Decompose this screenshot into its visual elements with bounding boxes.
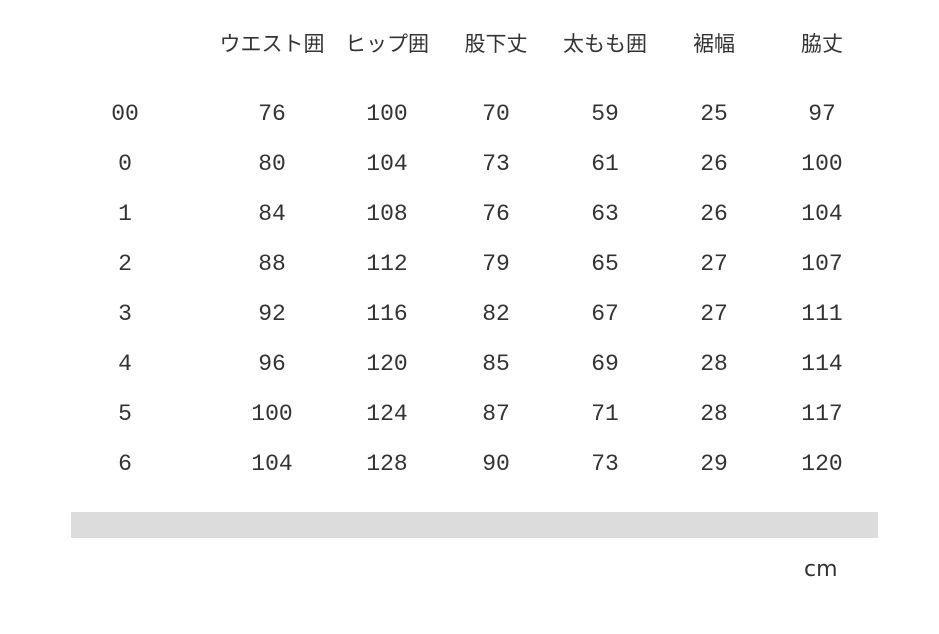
table-cell: 80: [258, 151, 286, 177]
table-cell: 100: [251, 401, 293, 427]
table-cell: 128: [366, 451, 408, 477]
column-header: 裾幅: [693, 32, 735, 56]
size-label: 5: [118, 401, 132, 427]
table-cell: 97: [808, 101, 836, 127]
table-cell: 67: [591, 301, 619, 327]
table-cell: 28: [700, 401, 728, 427]
table-cell: 92: [258, 301, 286, 327]
table-cell: 69: [591, 351, 619, 377]
table-cell: 27: [700, 251, 728, 277]
table-cell: 117: [801, 401, 843, 427]
unit-label: cm: [804, 557, 838, 582]
size-label: 1: [118, 201, 132, 227]
table-cell: 120: [366, 351, 408, 377]
table-cell: 100: [801, 151, 843, 177]
table-cell: 65: [591, 251, 619, 277]
column-header: 太もも囲: [563, 32, 647, 56]
table-cell: 61: [591, 151, 619, 177]
column-header: ヒップ囲: [345, 32, 429, 56]
table-cell: 76: [258, 101, 286, 127]
table-cell: 104: [801, 201, 843, 227]
table-cell: 84: [258, 201, 286, 227]
table-cell: 71: [591, 401, 619, 427]
table-cell: 25: [700, 101, 728, 127]
size-label: 0: [118, 151, 132, 177]
table-cell: 76: [482, 201, 510, 227]
column-header: ウエスト囲: [219, 32, 325, 56]
table-cell: 85: [482, 351, 510, 377]
size-label: 2: [118, 251, 132, 277]
size-label: 6: [118, 451, 132, 477]
table-cell: 63: [591, 201, 619, 227]
table-cell: 59: [591, 101, 619, 127]
table-cell: 104: [251, 451, 293, 477]
table-cell: 29: [700, 451, 728, 477]
table-cell: 100: [366, 101, 408, 127]
table-cell: 70: [482, 101, 510, 127]
table-cell: 112: [366, 251, 408, 277]
column-header: 脇丈: [801, 32, 843, 56]
table-cell: 120: [801, 451, 843, 477]
table-cell: 114: [801, 351, 843, 377]
table-cell: 82: [482, 301, 510, 327]
table-cell: 124: [366, 401, 408, 427]
table-cell: 90: [482, 451, 510, 477]
table-cell: 96: [258, 351, 286, 377]
size-label: 3: [118, 301, 132, 327]
column-header: 股下丈: [464, 32, 528, 56]
table-cell: 111: [801, 301, 843, 327]
size-label: 00: [111, 101, 139, 127]
divider-bar: [71, 512, 878, 538]
table-cell: 88: [258, 251, 286, 277]
table-cell: 73: [482, 151, 510, 177]
table-cell: 104: [366, 151, 408, 177]
table-cell: 79: [482, 251, 510, 277]
table-cell: 87: [482, 401, 510, 427]
table-cell: 28: [700, 351, 728, 377]
table-cell: 73: [591, 451, 619, 477]
size-label: 4: [118, 351, 132, 377]
table-cell: 26: [700, 151, 728, 177]
table-cell: 27: [700, 301, 728, 327]
table-cell: 108: [366, 201, 408, 227]
table-cell: 107: [801, 251, 843, 277]
table-cell: 26: [700, 201, 728, 227]
table-cell: 116: [366, 301, 408, 327]
